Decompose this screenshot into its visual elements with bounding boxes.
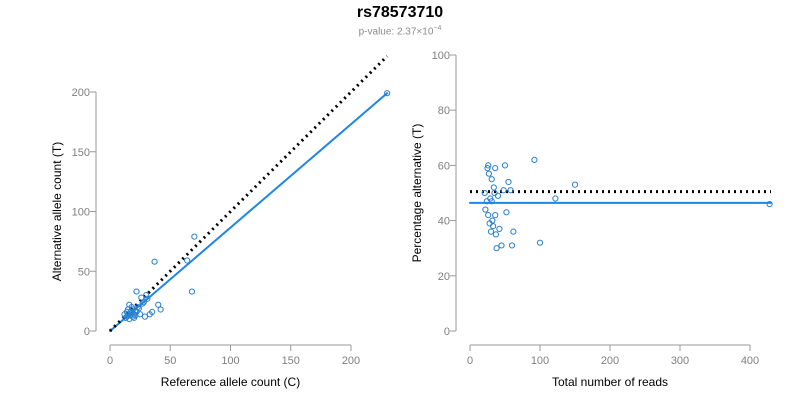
left-data-point [184,257,191,264]
p-value-text: p-value: 2.37×10 [358,26,434,38]
right-data-point [493,245,500,252]
right-x-tick-label: 200 [601,355,619,367]
right-x-tick-label: 300 [671,355,689,367]
left-data-point [140,299,147,306]
right-data-point [492,231,499,238]
left-y-tick-label: 100 [72,207,90,219]
right-x-tick-label: 400 [741,355,759,367]
right-data-point [494,192,502,199]
right-y-tick-label: 0 [444,326,450,338]
left-x-axis-label: Reference allele count (C) [161,375,300,389]
left-x-tick-label: 150 [282,355,300,367]
right-x-tick-label: 100 [531,355,549,367]
chart-subtitle: p-value: 2.37×10−4 [0,25,800,37]
right-x-axis-label: Total number of reads [552,375,668,389]
right-data-point [552,195,559,202]
left-fit-line [109,92,389,332]
right-data-point [482,206,489,213]
right-data-point [498,242,505,249]
left-y-tick-label: 50 [78,266,90,278]
right-data-point [508,242,516,249]
left-data-point [134,304,141,311]
p-value-exponent: −4 [433,25,442,32]
right-data-point [481,189,488,197]
left-data-point [188,288,196,295]
right-data-point [492,165,499,172]
right-data-point [766,200,773,208]
right-y-axis-label: Percentage alternative (T) [410,124,424,263]
right-y-tick-label: 100 [432,50,450,62]
chart-title: rs78573710 [356,4,444,21]
right-data-point [531,156,538,163]
left-x-tick-label: 200 [342,355,360,367]
left-data-point [151,258,158,265]
left-data-point [144,295,151,302]
left-data-point [384,90,391,97]
right-data-point [500,187,507,194]
left-data-point [157,306,164,313]
left-data-point [138,294,145,301]
left-data-point [139,300,146,307]
right-data-point [507,187,514,194]
right-data-point [488,198,495,205]
right-x-tick-label: 0 [467,355,473,367]
left-plot-panel: 0 50 100 150 200 0 50 100 150 200 Reference allele… [50,55,391,389]
right-data-point [503,209,510,216]
right-data-point [492,211,499,219]
left-data-point [137,311,144,318]
left-data-point [155,301,162,308]
left-data-point [191,233,198,240]
right-data-point [487,228,495,235]
right-data-point [536,239,544,246]
left-y-tick-label: 0 [84,326,90,338]
left-x-tick-label: 50 [164,355,176,367]
left-data-point [149,308,156,315]
right-data-point [571,181,579,188]
right-data-point [490,223,497,230]
right-data-point [484,165,491,172]
left-data-point [141,313,149,320]
right-y-tick-label: 60 [438,160,450,172]
right-data-point [496,225,503,232]
right-data-point [485,211,492,219]
right-y-tick-label: 20 [438,271,450,283]
right-y-tick-label: 80 [438,105,450,117]
right-data-point [485,162,492,169]
left-data-point [135,305,143,312]
left-x-tick-label: 100 [221,355,239,367]
right-data-point [488,176,495,183]
left-x-tick-label: 0 [107,355,113,367]
left-data-point [133,288,140,295]
left-data-point [143,292,150,299]
right-data-point [485,170,492,177]
right-data-point [510,228,517,235]
left-reference-line [108,55,389,333]
left-y-tick-label: 150 [72,147,90,159]
right-data-point [501,162,509,169]
right-data-point [505,178,512,186]
right-data-point [490,184,497,191]
left-y-tick-label: 200 [72,87,90,99]
left-y-axis-label: Alternative allele count (T) [50,142,64,281]
right-y-tick-label: 40 [438,216,450,228]
